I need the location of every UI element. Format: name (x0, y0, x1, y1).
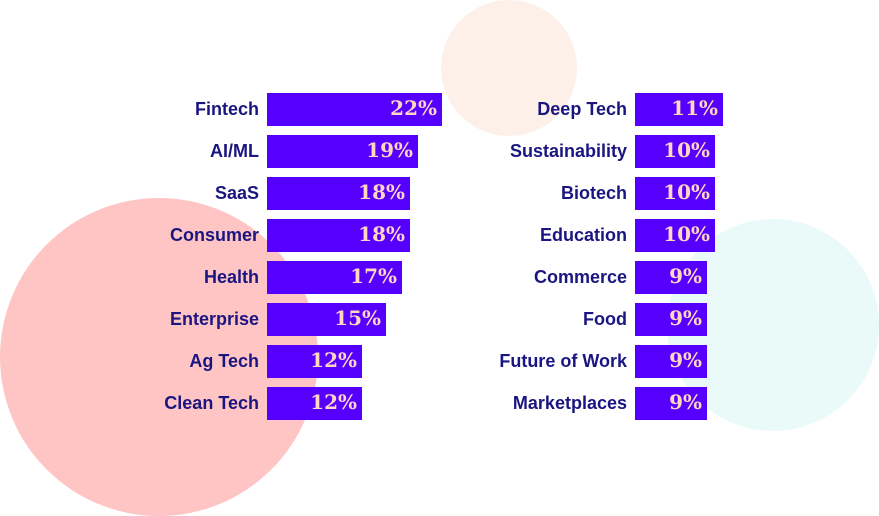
value-label: 12% (310, 348, 357, 372)
bar: 12% (267, 387, 362, 420)
bar-row-ai-ml: AI/ML 19% (0, 135, 450, 168)
bar: 10% (635, 177, 715, 210)
category-label: Clean Tech (164, 393, 259, 413)
bar-row-commerce: Commerce 9% (450, 261, 879, 294)
bar: 18% (267, 219, 410, 252)
bar: 15% (267, 303, 386, 336)
bar-chart-left: Fintech 22% AI/ML 19% SaaS 18% Consumer 18% Heal… (0, 93, 450, 429)
bar-row-clean-tech: Clean Tech 12% (0, 387, 450, 420)
bar-row-enterprise: Enterprise 15% (0, 303, 450, 336)
bar: 19% (267, 135, 418, 168)
category-label: Sustainability (509, 141, 627, 161)
category-label: Marketplaces (512, 393, 627, 413)
bar-row-fintech: Fintech 22% (0, 93, 450, 126)
bar-row-health: Health 17% (0, 261, 450, 294)
bar-row-consumer: Consumer 18% (0, 219, 450, 252)
bar: 10% (635, 219, 715, 252)
category-label: Education (539, 225, 627, 245)
value-label: 15% (334, 306, 381, 330)
bar: 9% (635, 303, 707, 336)
category-label: Consumer (169, 225, 259, 245)
value-label: 10% (663, 138, 710, 162)
bar: 9% (635, 261, 707, 294)
bar-row-future-of-work: Future of Work 9% (450, 345, 879, 378)
bar-row-saas: SaaS 18% (0, 177, 450, 210)
bar: 22% (267, 93, 442, 126)
value-label: 9% (669, 264, 702, 288)
category-label: Biotech (560, 183, 627, 203)
category-label: Enterprise (169, 309, 259, 329)
value-label: 9% (669, 348, 702, 372)
category-label: AI/ML (210, 141, 259, 161)
decorative-circle-pink (0, 198, 318, 516)
category-label: Fintech (194, 99, 259, 119)
bar: 9% (635, 345, 707, 378)
bar: 18% (267, 177, 410, 210)
value-label: 9% (669, 306, 702, 330)
category-label: Deep Tech (537, 99, 627, 119)
bar-row-marketplaces: Marketplaces 9% (450, 387, 879, 420)
category-label: Future of Work (499, 351, 627, 371)
bar-row-biotech: Biotech 10% (450, 177, 879, 210)
bar: 9% (635, 387, 707, 420)
bar-row-education: Education 10% (450, 219, 879, 252)
value-label: 12% (310, 390, 357, 414)
bar-row-sustainability: Sustainability 10% (450, 135, 879, 168)
decorative-circle-peach (441, 0, 577, 136)
bar: 11% (635, 93, 723, 126)
value-label: 18% (358, 180, 405, 204)
bar: 17% (267, 261, 402, 294)
bar-row-ag-tech: Ag Tech 12% (0, 345, 450, 378)
category-label: Health (203, 267, 259, 287)
value-label: 10% (663, 222, 710, 246)
value-label: 11% (671, 96, 718, 120)
value-label: 10% (663, 180, 710, 204)
category-label: Food (583, 309, 627, 329)
value-label: 9% (669, 390, 702, 414)
category-label: Ag Tech (189, 351, 259, 371)
bar-row-food: Food 9% (450, 303, 879, 336)
value-label: 22% (390, 96, 437, 120)
bar-chart-right: Deep Tech 11% Sustainability 10% Biotech 10% E… (450, 93, 879, 429)
category-label: Commerce (533, 267, 627, 287)
value-label: 19% (366, 138, 413, 162)
value-label: 17% (350, 264, 397, 288)
bar: 12% (267, 345, 362, 378)
bar-row-deep-tech: Deep Tech 11% (450, 93, 879, 126)
category-label: SaaS (214, 183, 259, 203)
value-label: 18% (358, 222, 405, 246)
bar: 10% (635, 135, 715, 168)
